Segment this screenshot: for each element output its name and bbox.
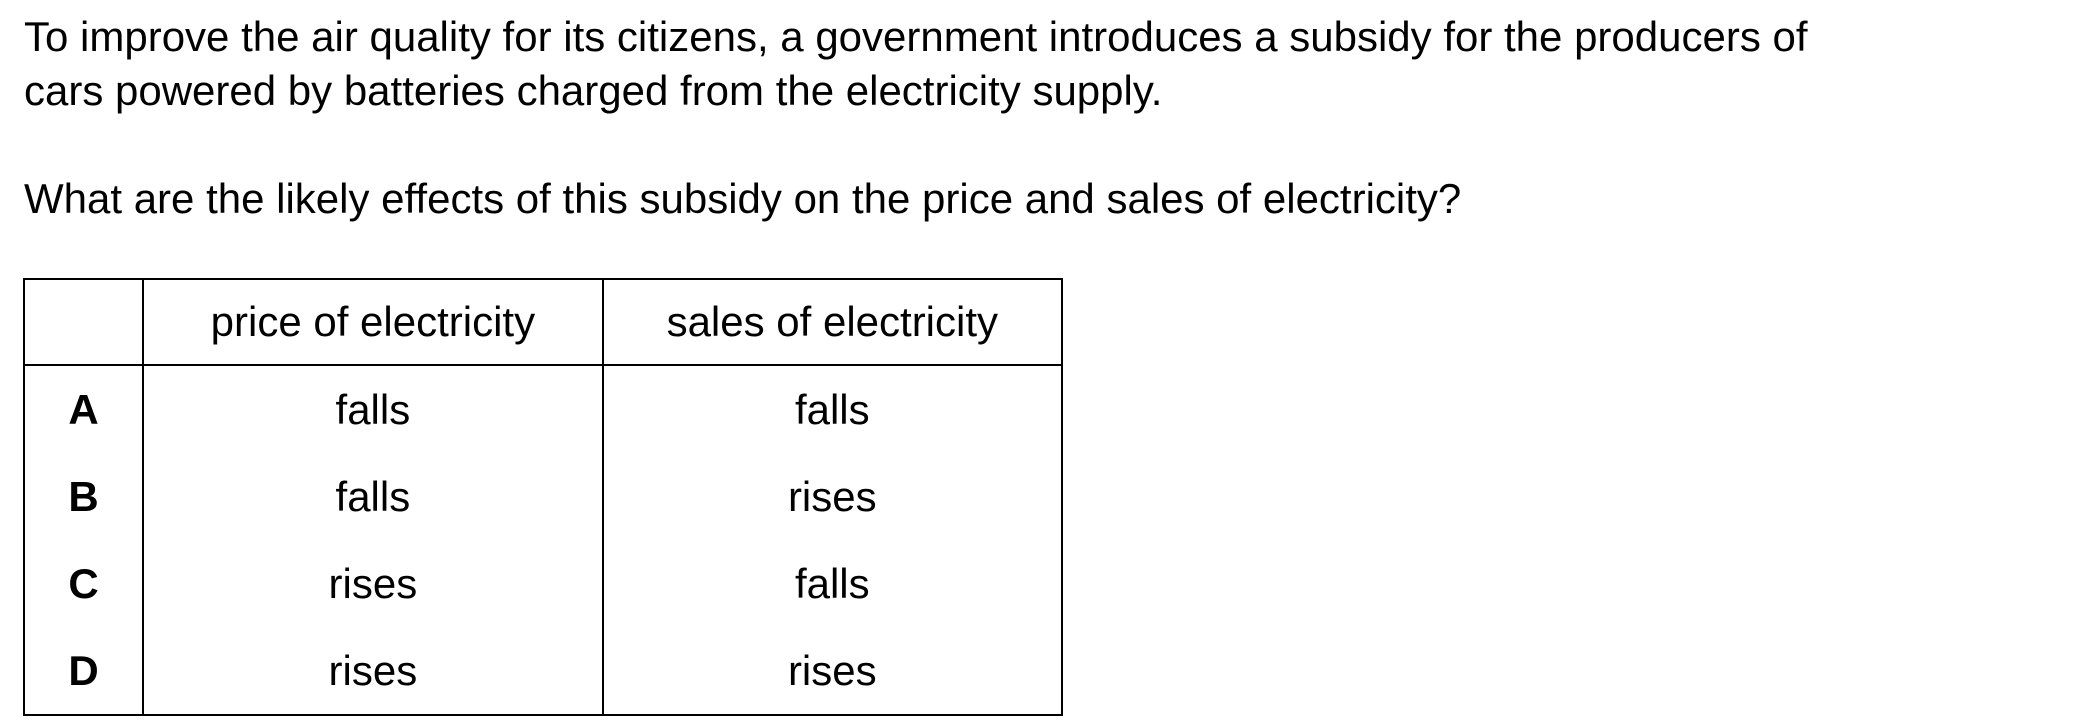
option-key: B: [22, 453, 145, 540]
sales-cell: falls: [601, 540, 1064, 627]
answer-options-table: price of electricity sales of electricit…: [22, 278, 1064, 716]
price-cell: falls: [142, 453, 604, 540]
table-row: D rises rises: [22, 627, 1064, 716]
sales-cell: rises: [601, 627, 1064, 716]
price-cell: falls: [142, 365, 604, 453]
header-cell-key: [22, 278, 145, 366]
sales-cell: falls: [601, 365, 1064, 453]
sales-cell: rises: [601, 453, 1064, 540]
question-intro-line-1: To improve the air quality for its citiz…: [24, 13, 1808, 60]
question-prompt: What are the likely effects of this subs…: [24, 175, 1462, 222]
option-key: C: [22, 540, 145, 627]
question-intro: To improve the air quality for its citiz…: [24, 10, 1808, 118]
table-row: B falls rises: [22, 453, 1064, 540]
table-header-row: price of electricity sales of electricit…: [22, 278, 1064, 366]
table-row: C rises falls: [22, 540, 1064, 627]
option-key: D: [22, 627, 145, 716]
table-row: A falls falls: [22, 365, 1064, 453]
header-cell-price: price of electricity: [142, 278, 604, 366]
price-cell: rises: [142, 627, 604, 716]
header-cell-sales: sales of electricity: [601, 278, 1064, 366]
question-intro-line-2: cars powered by batteries charged from t…: [24, 67, 1163, 114]
price-cell: rises: [142, 540, 604, 627]
option-key: A: [22, 365, 145, 453]
